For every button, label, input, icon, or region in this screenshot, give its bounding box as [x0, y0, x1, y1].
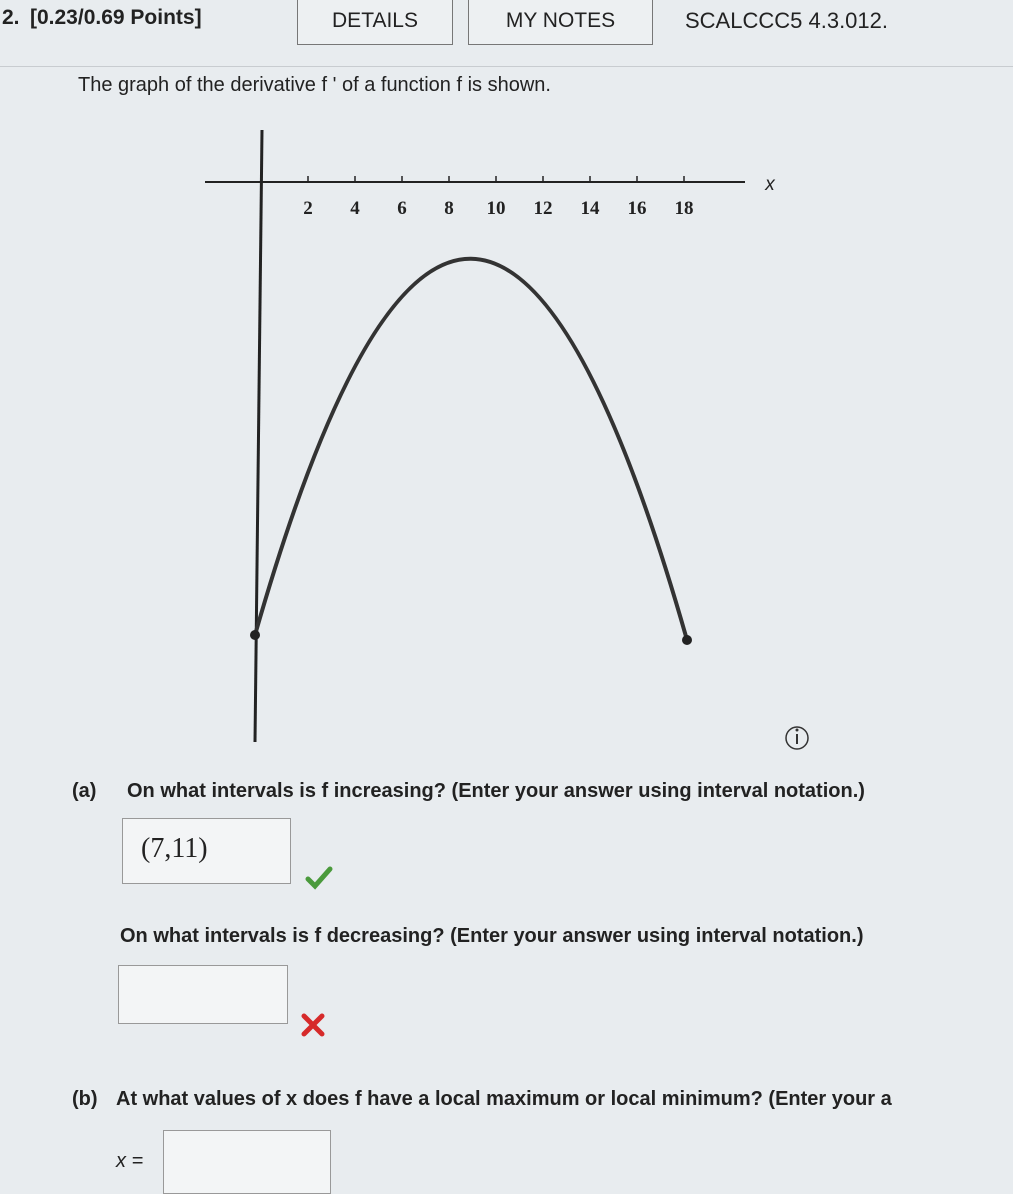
question-number: 2.	[2, 6, 20, 29]
question: On what intervals is f increasing? (Ente…	[127, 780, 865, 802]
y-axis	[253, 129, 264, 743]
x-tick-label: 18	[675, 198, 694, 219]
question: At what values of x does f have a local …	[116, 1088, 892, 1110]
part-label: (b)	[72, 1088, 98, 1110]
answer: (7,11)	[141, 833, 208, 864]
notes-button[interactable]: MY NOTES	[468, 0, 653, 45]
divider	[0, 66, 1013, 67]
x-tick-label: 8	[444, 198, 454, 219]
endpoint	[250, 630, 260, 640]
answer-box[interactable]: (7,11)	[122, 818, 291, 884]
answer-box[interactable]	[118, 965, 288, 1024]
info-icon[interactable]	[785, 726, 809, 750]
question: On what intervals is f decreasing? (Ente…	[120, 925, 864, 947]
prompt: The graph of the derivative f ' of a fun…	[78, 74, 551, 96]
x-tick-label: 14	[581, 198, 601, 219]
wrong-icon	[301, 1013, 325, 1037]
graph: x 2 4 6 8 10 12 14 16 18	[205, 129, 809, 750]
answer-box[interactable]	[163, 1130, 331, 1194]
x-tick-label: 16	[628, 198, 647, 219]
answer-prefix: x =	[116, 1150, 144, 1172]
x-tick-label: 4	[350, 198, 360, 219]
x-tick-label: 6	[397, 198, 407, 219]
derivative-curve	[253, 256, 689, 641]
info-icon-dot	[795, 728, 799, 732]
x-tick-label: 10	[487, 198, 506, 219]
axis-label: x	[764, 174, 776, 195]
details-button[interactable]: DETAILS	[297, 0, 453, 45]
part-label: (a)	[72, 780, 97, 802]
problem-code: SCALCCC5 4.3.012.	[685, 8, 888, 33]
x-tick-label: 2	[303, 198, 313, 219]
x-tick-label: 12	[534, 198, 553, 219]
points: [0.23/0.69 Points]	[30, 6, 202, 29]
endpoint	[682, 635, 692, 645]
check-icon	[305, 866, 333, 890]
